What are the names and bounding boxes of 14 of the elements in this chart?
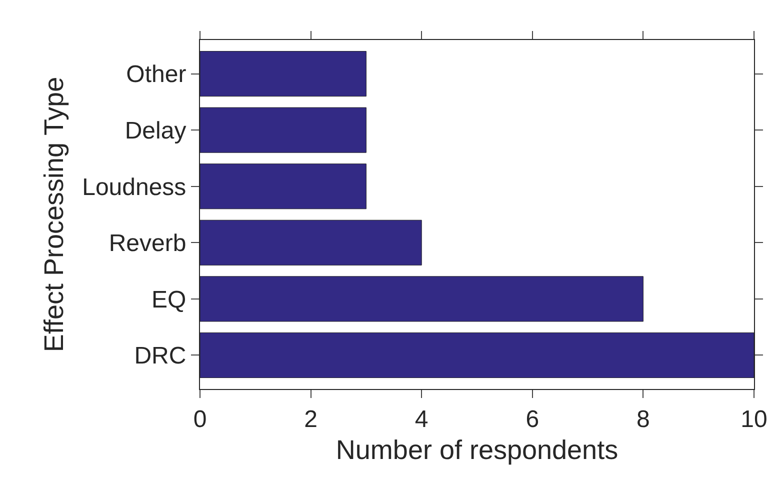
x-tick-label: 8 <box>636 406 650 433</box>
x-tick-label: 2 <box>304 406 318 433</box>
y-tick-label: Other <box>126 61 186 88</box>
y-tick-label: Loudness <box>82 174 186 201</box>
y-tick-label: EQ <box>152 286 186 314</box>
x-axis-title: Number of respondents <box>336 435 618 466</box>
x-tick-label: 10 <box>740 406 768 433</box>
x-tick-label: 0 <box>193 406 207 433</box>
y-axis-title: Effect Processing Type <box>39 76 70 352</box>
y-tick-label: Reverb <box>108 230 186 258</box>
x-tick-label: 4 <box>414 406 428 433</box>
x-tick-label: 6 <box>526 406 540 433</box>
y-tick-label: Delay <box>124 117 186 144</box>
y-tick-label: DRC <box>134 342 186 370</box>
